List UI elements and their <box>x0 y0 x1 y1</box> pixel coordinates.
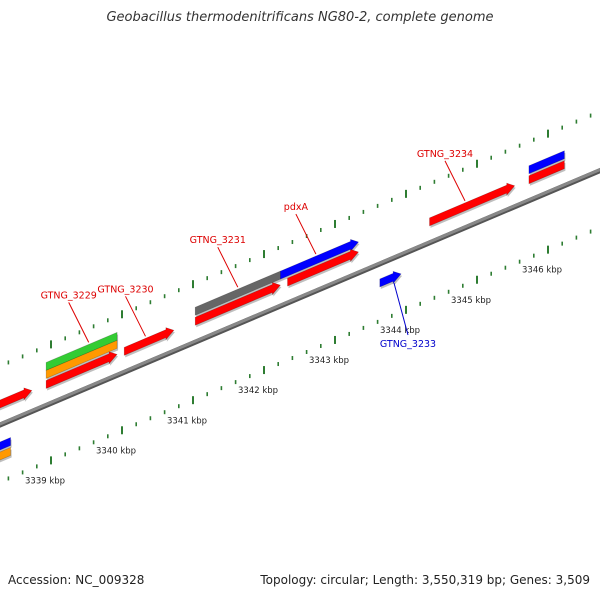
leader-line <box>444 160 466 202</box>
feature-13 <box>528 150 565 175</box>
scale-label-3344: 3344 kbp <box>380 326 420 336</box>
leader-line <box>125 296 146 337</box>
feature-10 <box>287 248 360 287</box>
scale-label-3340: 3340 kbp <box>96 446 136 456</box>
feature-4 <box>45 339 118 379</box>
inner-tick-track <box>7 229 592 481</box>
scale-label-3345: 3345 kbp <box>451 296 491 306</box>
accession-text: Accession: NC_009328 <box>8 573 145 587</box>
map-title: Geobacillus thermodenitrificans NG80-2, … <box>106 10 494 25</box>
leader-line <box>217 246 239 288</box>
scale-label-3342: 3342 kbp <box>238 386 278 396</box>
feature-track <box>0 150 566 463</box>
gtng_3233-feature <box>379 270 402 288</box>
gene-label-gtng_3234: GTNG_3234 <box>417 149 473 160</box>
pdxa-feature <box>280 238 360 280</box>
genome-backbone <box>0 167 600 428</box>
gene-label-gtng_3231: GTNG_3231 <box>190 235 246 246</box>
scale-label-3341: 3341 kbp <box>167 416 207 426</box>
scale-label-3343: 3343 kbp <box>309 356 349 366</box>
feature-8 <box>194 282 281 326</box>
scale-label-3346: 3346 kbp <box>522 266 562 276</box>
gene-label-gtng_3230: GTNG_3230 <box>97 284 153 295</box>
leader-line <box>295 213 317 255</box>
gtng_3230-feature <box>123 327 175 356</box>
gtng_3234-feature <box>429 182 516 227</box>
gene-label-gtng_3229: GTNG_3229 <box>41 290 97 301</box>
outer-tick-track <box>7 113 592 365</box>
scale-labels: 3339 kbp 3340 kbp 3341 kbp 3342 kbp 3343 kbp… <box>25 266 562 487</box>
feature-14 <box>528 160 565 185</box>
genome-summary-text: Topology: circular; Length: 3,550,319 bp… <box>260 573 590 587</box>
leader-line <box>68 302 90 343</box>
scale-label-3339: 3339 kbp <box>25 476 65 486</box>
gene-label-pdxa: pdxA <box>284 202 309 213</box>
feature-0 <box>0 387 33 409</box>
backbone-line <box>0 167 600 426</box>
gene-label-gtng_3233: GTNG_3233 <box>380 339 436 350</box>
leader-line <box>393 282 409 336</box>
feature-5 <box>45 351 118 389</box>
feature-1 <box>0 437 11 451</box>
feature-2 <box>0 447 11 461</box>
